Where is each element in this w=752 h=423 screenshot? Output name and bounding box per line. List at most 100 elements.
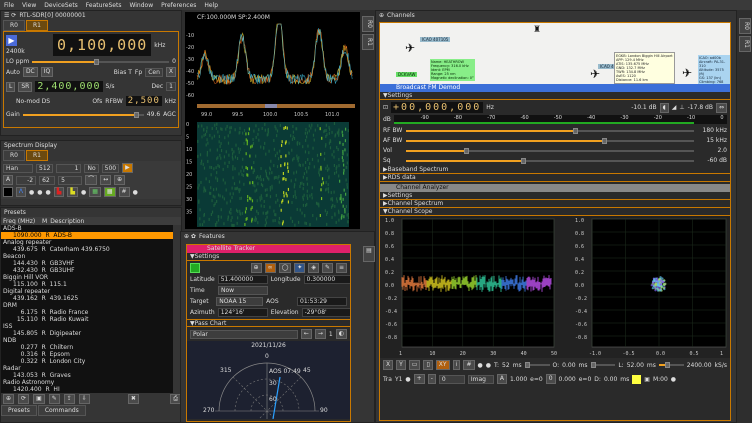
offset-slider[interactable]: [590, 362, 616, 368]
menu-preferences[interactable]: Preferences: [161, 1, 197, 9]
target-icon[interactable]: ⊕: [114, 175, 126, 185]
aircraft-icon[interactable]: ✈: [405, 41, 416, 55]
save-icon[interactable]: ▣: [644, 375, 650, 383]
3d-icon[interactable]: ▦: [103, 187, 116, 197]
dial-icon[interactable]: ●: [80, 188, 87, 196]
tab-r0[interactable]: R0: [3, 20, 25, 31]
preset-item[interactable]: 439.675 R Caterham 439.6750: [13, 246, 110, 253]
avg-mode-select[interactable]: No: [84, 163, 99, 173]
preset-group[interactable]: Beacon: [3, 253, 26, 260]
length-slider[interactable]: [658, 362, 684, 368]
spectrum-icon[interactable]: ▙: [67, 187, 78, 197]
vol-slider[interactable]: [406, 147, 694, 154]
af-bw-slider[interactable]: [406, 137, 694, 144]
update-icon[interactable]: ◈: [308, 263, 319, 273]
offset-dial[interactable]: +00,000,000: [391, 102, 484, 113]
main-spectrum[interactable]: CF:100.000M SP:2.400M -10 -20 -30 -40 -50 -60…: [185, 12, 360, 229]
edit-icon[interactable]: ✎: [48, 394, 60, 404]
preset-item[interactable]: 1090.000 R ADS-B: [1, 232, 173, 239]
dial-icon[interactable]: ●: [45, 188, 51, 196]
preset-item[interactable]: 0.277 R Chiltern: [13, 344, 74, 351]
menu-file[interactable]: File: [4, 1, 15, 9]
preset-group[interactable]: Biggin Hill VOR: [3, 274, 49, 281]
tab-presets[interactable]: Presets: [1, 405, 37, 416]
histogram-icon[interactable]: ▙: [53, 187, 65, 197]
preset-group[interactable]: ISS: [3, 323, 13, 330]
map-label[interactable]: ICAO 407105: [420, 37, 451, 42]
step-select[interactable]: 5: [58, 175, 83, 185]
delete-icon[interactable]: ✖: [127, 394, 139, 404]
sat-icon[interactable]: ✦: [294, 263, 306, 273]
map-label[interactable]: ICAO 4071C8: [598, 64, 629, 69]
col-m[interactable]: M: [42, 217, 48, 225]
aircraft-icon[interactable]: ✈: [590, 67, 601, 81]
sq-slider[interactable]: [406, 157, 694, 164]
window-select[interactable]: Han: [3, 163, 33, 173]
dial-icon[interactable]: ●: [477, 361, 483, 369]
add-icon[interactable]: ⊕: [3, 394, 15, 404]
presets-tree[interactable]: ADS-B 1090.000 R ADS-B Analog repeater 439.…: [1, 225, 173, 393]
squelch-icon[interactable]: ⊥: [679, 104, 685, 111]
bias-t-label[interactable]: Bias T: [113, 68, 132, 76]
add-trace-button[interactable]: +: [413, 374, 425, 384]
tab-r1[interactable]: R1: [26, 20, 48, 31]
target-select[interactable]: NOAA 15: [216, 297, 264, 306]
audio-mute-icon[interactable]: ◖: [659, 102, 669, 113]
longitude-input[interactable]: [303, 275, 350, 284]
section-toggle[interactable]: ▶Baseband Spectrum: [380, 166, 730, 174]
gain-slider[interactable]: [22, 111, 144, 118]
preset-group[interactable]: Digital repeater: [3, 288, 51, 295]
ref-level-spinbox[interactable]: -2: [16, 175, 37, 185]
agc-checkbox[interactable]: AGC: [163, 111, 176, 118]
theme-icon[interactable]: ◐: [335, 329, 347, 339]
fp-checkbox[interactable]: Fp: [134, 68, 143, 76]
nomod-checkbox[interactable]: No-mod DS: [16, 97, 51, 105]
time-slider[interactable]: [524, 362, 550, 368]
iq-button[interactable]: IQ: [40, 67, 54, 77]
menu-help[interactable]: Help: [204, 1, 219, 9]
y-button[interactable]: Y: [396, 360, 406, 370]
dec-select[interactable]: 1: [166, 82, 176, 91]
grid-icon[interactable]: #: [118, 187, 130, 197]
lock-icon[interactable]: ⊡: [383, 104, 389, 111]
x-button[interactable]: X: [383, 360, 394, 370]
zero-button[interactable]: 0: [545, 374, 556, 384]
side-tab-r0[interactable]: R0: [362, 16, 374, 32]
channel-scope[interactable]: 1.0 0.8 0.6 0.4 0.2 0.0 -0.2 -0.4 -0.6 -0.8 1 10 20 3…: [380, 216, 730, 358]
dial-icon[interactable]: ●: [28, 188, 35, 196]
time-select[interactable]: Now: [218, 286, 268, 295]
max-hold-icon[interactable]: Λ: [15, 187, 26, 197]
a-button[interactable]: A: [496, 374, 507, 384]
import-icon[interactable]: ⇩: [78, 394, 90, 404]
preset-item[interactable]: 6.175 R Radio France: [13, 309, 89, 316]
freeze-button[interactable]: ▶: [122, 163, 133, 173]
fp-select[interactable]: Cen: [145, 67, 163, 77]
preset-item[interactable]: 1420.400 R HI: [13, 386, 60, 393]
preset-group[interactable]: Radar: [3, 365, 21, 372]
rds-icon[interactable]: ⇔: [715, 102, 727, 113]
menu-featuresets[interactable]: FeatureSets: [85, 1, 122, 9]
channel-marker[interactable]: [265, 104, 277, 108]
preset-group[interactable]: Analog repeater: [3, 239, 52, 246]
target-icon[interactable]: ⊕: [250, 263, 262, 273]
preset-item[interactable]: 145.805 R Digipeater: [13, 330, 82, 337]
dial-icon[interactable]: ●: [132, 188, 138, 196]
preset-item[interactable]: 115.100 R 115.1: [13, 281, 67, 288]
curve-icon[interactable]: ⌒: [85, 175, 98, 185]
section-toggle[interactable]: ▼Channel Scope: [380, 208, 730, 216]
preset-item[interactable]: 0.322 R London City: [13, 358, 86, 365]
section-toggle[interactable]: ▶RDS data: [380, 174, 730, 182]
auto-scale-button[interactable]: A: [3, 175, 14, 185]
dial-icon[interactable]: ●: [485, 361, 492, 369]
export-icon[interactable]: ⇪: [63, 394, 75, 404]
trace-select[interactable]: 0: [438, 374, 465, 384]
side-tab-r1[interactable]: R1: [362, 34, 374, 50]
start-button[interactable]: [190, 263, 200, 273]
fft-size-select[interactable]: 512: [36, 163, 54, 173]
menu-window[interactable]: Window: [129, 1, 154, 9]
map-label[interactable]: DCKVAW: [396, 72, 418, 77]
rfbw-dial[interactable]: 2,500: [125, 96, 162, 106]
trace-color-swatch[interactable]: [632, 374, 642, 384]
menu-devicesets[interactable]: DeviceSets: [44, 1, 78, 9]
save-icon[interactable]: ▣: [33, 394, 45, 404]
